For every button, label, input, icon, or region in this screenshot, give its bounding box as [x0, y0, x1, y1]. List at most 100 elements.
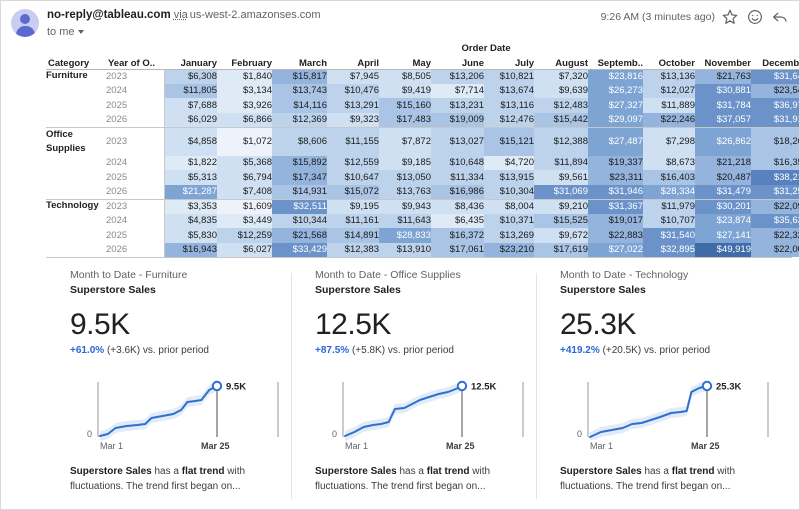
col-header-month-10[interactable]: November [695, 55, 751, 70]
col-header-month-1[interactable]: February [217, 55, 272, 70]
cell-value[interactable]: $1,609 [217, 198, 272, 214]
cell-value[interactable]: $3,449 [217, 213, 272, 228]
cell-value[interactable]: $10,821 [484, 69, 534, 84]
cell-value[interactable]: $11,155 [327, 126, 379, 156]
col-header-month-2[interactable]: March [272, 55, 327, 70]
cell-value[interactable]: $12,259 [217, 228, 272, 243]
cell-value[interactable]: $26,273 [588, 83, 643, 98]
cell-value[interactable]: $12,483 [534, 98, 588, 113]
cell-value[interactable]: $8,436 [431, 198, 484, 214]
cell-value[interactable]: $6,029 [164, 112, 217, 127]
cell-value[interactable]: $10,476 [327, 83, 379, 98]
cell-value[interactable]: $9,561 [534, 170, 588, 185]
cell-value[interactable]: $15,442 [534, 112, 588, 127]
col-header-month-8[interactable]: Septemb.. [588, 55, 643, 70]
cell-value[interactable]: $5,313 [164, 170, 217, 185]
table-row[interactable]: 2025 $5,313 $6,794 $17,347 $10,647 $13,050 $11… [46, 170, 799, 185]
cell-value[interactable]: $19,337 [588, 155, 643, 170]
cell-value[interactable]: $10,707 [643, 213, 695, 228]
cell-value[interactable]: $16,943 [164, 242, 217, 257]
cell-value[interactable]: $11,979 [643, 198, 695, 214]
sender-email[interactable]: no-reply@tableau.com [47, 9, 171, 21]
cell-value[interactable]: $9,419 [379, 83, 431, 98]
cell-value[interactable]: $16,403 [643, 170, 695, 185]
cell-value[interactable]: $15,892 [272, 155, 327, 170]
cell-value[interactable]: $18,267 [751, 126, 799, 156]
cell-value[interactable]: $37,057 [695, 112, 751, 127]
cell-value[interactable]: $31,784 [695, 98, 751, 113]
cell-value[interactable]: $8,606 [272, 126, 327, 156]
cell-value[interactable]: $28,334 [643, 184, 695, 199]
cell-value[interactable]: $31,648 [751, 69, 799, 84]
cell-value[interactable]: $38,210 [751, 170, 799, 185]
cell-value[interactable]: $17,483 [379, 112, 431, 127]
cell-value[interactable]: $3,926 [217, 98, 272, 113]
cell-value[interactable]: $3,353 [164, 198, 217, 214]
cell-value[interactable]: $9,639 [534, 83, 588, 98]
table-row[interactable]: 2026 $6,029 $6,866 $12,369 $9,323 $17,483 $19,… [46, 112, 799, 127]
cell-value[interactable]: $6,794 [217, 170, 272, 185]
cell-value[interactable]: $27,487 [588, 126, 643, 156]
cell-value[interactable]: $9,323 [327, 112, 379, 127]
col-header-month-7[interactable]: August [534, 55, 588, 70]
cell-value[interactable]: $15,525 [534, 213, 588, 228]
cell-value[interactable]: $27,327 [588, 98, 643, 113]
cell-value[interactable]: $19,017 [588, 213, 643, 228]
cell-value[interactable]: $16,986 [431, 184, 484, 199]
col-header-month-0[interactable]: January [164, 55, 217, 70]
cell-value[interactable]: $12,383 [327, 242, 379, 257]
cell-value[interactable]: $9,195 [327, 198, 379, 214]
cell-value[interactable]: $14,931 [272, 184, 327, 199]
cell-value[interactable]: $10,344 [272, 213, 327, 228]
table-row[interactable]: 2024 $1,822 $5,368 $15,892 $12,559 $9,185 $10,… [46, 155, 799, 170]
cell-value[interactable]: $35,632 [751, 213, 799, 228]
cell-value[interactable]: $19,009 [431, 112, 484, 127]
cell-value[interactable]: $10,648 [431, 155, 484, 170]
cell-value[interactable]: $13,910 [379, 242, 431, 257]
col-header-month-6[interactable]: July [484, 55, 534, 70]
cell-value[interactable]: $11,161 [327, 213, 379, 228]
cell-value[interactable]: $7,872 [379, 126, 431, 156]
cell-value[interactable]: $16,355 [751, 155, 799, 170]
cell-value[interactable]: $13,136 [643, 69, 695, 84]
cell-value[interactable]: $22,883 [588, 228, 643, 243]
cell-value[interactable]: $7,945 [327, 69, 379, 84]
cell-value[interactable]: $4,835 [164, 213, 217, 228]
cell-value[interactable]: $7,298 [643, 126, 695, 156]
cell-value[interactable]: $8,004 [484, 198, 534, 214]
chevron-down-icon[interactable] [77, 30, 84, 35]
cell-value[interactable]: $22,246 [643, 112, 695, 127]
cell-value[interactable]: $29,097 [588, 112, 643, 127]
cell-value[interactable]: $27,022 [588, 242, 643, 257]
cell-value[interactable]: $5,830 [164, 228, 217, 243]
cell-value[interactable]: $13,050 [379, 170, 431, 185]
cell-value[interactable]: $7,714 [431, 83, 484, 98]
cell-value[interactable]: $20,487 [695, 170, 751, 185]
table-row[interactable]: 2025 $5,830 $12,259 $21,568 $14,891 $28,833 $1… [46, 228, 799, 243]
table-row[interactable]: Office Supplies 2023 $4,858 $1,072 $8,606 $11… [46, 126, 799, 156]
cell-value[interactable]: $23,816 [588, 69, 643, 84]
add-reaction-icon[interactable] [746, 8, 766, 28]
cell-value[interactable]: $26,862 [695, 126, 751, 156]
cell-value[interactable]: $8,673 [643, 155, 695, 170]
cell-value[interactable]: $17,347 [272, 170, 327, 185]
cell-value[interactable]: $31,479 [695, 184, 751, 199]
cell-value[interactable]: $11,334 [431, 170, 484, 185]
cell-value[interactable]: $16,372 [431, 228, 484, 243]
cell-value[interactable]: $14,891 [327, 228, 379, 243]
cell-value[interactable]: $11,643 [379, 213, 431, 228]
cell-value[interactable]: $23,874 [695, 213, 751, 228]
cell-value[interactable]: $9,943 [379, 198, 431, 214]
cell-value[interactable]: $6,435 [431, 213, 484, 228]
cell-value[interactable]: $30,201 [695, 198, 751, 214]
cell-value[interactable]: $13,915 [484, 170, 534, 185]
col-header-month-11[interactable]: December [751, 55, 799, 70]
cell-value[interactable]: $15,121 [484, 126, 534, 156]
cell-value[interactable]: $17,619 [534, 242, 588, 257]
cell-value[interactable]: $9,185 [379, 155, 431, 170]
cell-value[interactable]: $28,833 [379, 228, 431, 243]
cell-value[interactable]: $27,141 [695, 228, 751, 243]
cell-value[interactable]: $12,027 [643, 83, 695, 98]
cell-value[interactable]: $22,093 [751, 198, 799, 214]
cell-value[interactable]: $12,559 [327, 155, 379, 170]
